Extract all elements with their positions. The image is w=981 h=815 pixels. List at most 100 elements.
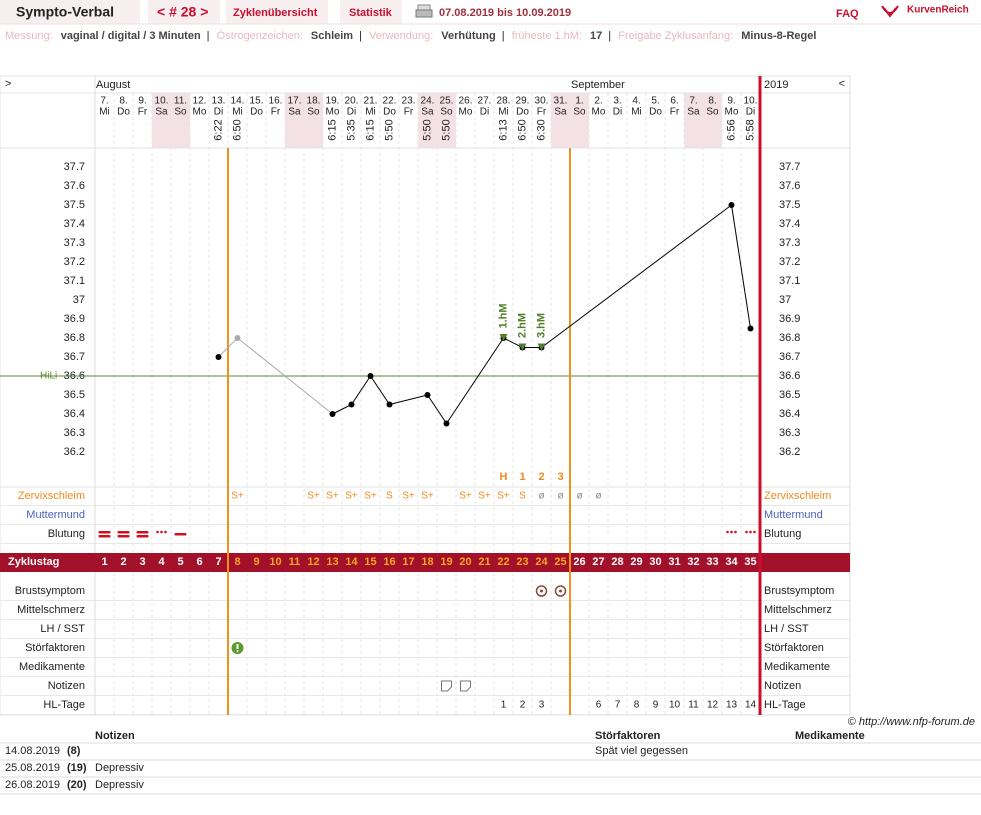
- separator: |: [359, 30, 362, 42]
- breast-icon: [554, 585, 567, 597]
- day-date: 7.: [689, 96, 697, 107]
- mucus-symbol: S+: [497, 491, 510, 502]
- tab-box[interactable]: [226, 0, 328, 24]
- year: 2019: [764, 79, 788, 91]
- logo-text[interactable]: KurvenReich: [907, 5, 969, 16]
- y-tick-label: 37: [779, 294, 791, 306]
- temp-segment: [503, 337, 523, 348]
- mucus-symbol: S+: [364, 491, 377, 502]
- hl-day: 13: [726, 700, 738, 711]
- day-date: 2.: [594, 96, 602, 107]
- temp-segment: [427, 394, 447, 424]
- cycle-day: 5: [177, 556, 183, 568]
- cycle-day: 28: [611, 556, 623, 568]
- day-date: 23.: [402, 96, 416, 107]
- y-tick-label: 36.9: [64, 313, 85, 325]
- nav-forward[interactable]: <: [839, 78, 845, 90]
- tab[interactable]: Statistik: [349, 7, 393, 19]
- print-icon[interactable]: [415, 4, 433, 18]
- y-tick-label: 36.8: [779, 332, 800, 344]
- measure-time: 6:15: [326, 119, 338, 140]
- weekday: Mo: [193, 107, 207, 118]
- temp-point: [348, 401, 355, 408]
- day-date: 10.: [155, 96, 169, 107]
- y-tick-label: 37.4: [779, 218, 800, 230]
- weekday: Do: [117, 107, 130, 118]
- row-label: Blutung: [48, 528, 85, 540]
- note-icon: [441, 680, 452, 692]
- logo-icon: [881, 5, 899, 18]
- y-tick-label: 36.5: [64, 389, 85, 401]
- info-label: Verwendung:: [369, 30, 433, 42]
- weekend-shade: [418, 93, 437, 148]
- temp-segment: [731, 204, 751, 329]
- measure-time: 5:35: [345, 119, 357, 140]
- separator: |: [207, 30, 210, 42]
- tab-box[interactable]: [340, 0, 402, 24]
- cycle-day: 26: [573, 556, 585, 568]
- weekday: Mi: [631, 107, 642, 118]
- cycle-day: 4: [158, 556, 165, 568]
- day-date: 12.: [193, 96, 207, 107]
- measure-time: 5:50: [421, 119, 433, 140]
- hl-day: 10: [669, 700, 681, 711]
- temp-point: [234, 335, 241, 341]
- mucus-symbol: S+: [231, 491, 244, 502]
- y-tick-label: 36.5: [779, 389, 800, 401]
- cycle-day: 23: [516, 556, 528, 568]
- weekday: Fr: [537, 107, 547, 118]
- cycle-day: 14: [345, 556, 358, 568]
- table-header: Notizen: [95, 730, 135, 742]
- y-tick-label: 36.9: [779, 313, 800, 325]
- row-label: Mittelschmerz: [764, 604, 832, 616]
- mucus-symbol: S: [386, 491, 393, 502]
- hl-day: 7: [615, 700, 621, 711]
- y-tick-label: 36.2: [64, 446, 85, 458]
- hl-day: 2: [520, 700, 526, 711]
- hl-day: 12: [707, 700, 719, 711]
- nav-box[interactable]: [148, 0, 220, 24]
- period: 07.08.2019 bis 10.09.2019: [439, 7, 571, 19]
- cycle-day: 31: [668, 556, 680, 568]
- weekend-shade: [570, 93, 589, 148]
- weekday: Do: [649, 107, 662, 118]
- hm-triangle: [518, 343, 527, 351]
- bleeding-dot: [745, 530, 748, 534]
- y-tick-label: 36.3: [64, 427, 85, 439]
- weekday: Do: [383, 107, 396, 118]
- bleeding-dot: [160, 530, 163, 534]
- tab[interactable]: Zyklenübersicht: [233, 7, 318, 19]
- nav-back[interactable]: >: [5, 78, 11, 90]
- mucus-symbol: S+: [326, 491, 339, 502]
- separator: |: [608, 30, 611, 42]
- row-label: Muttermund: [26, 509, 85, 521]
- cycle-day: 24: [535, 556, 548, 568]
- y-tick-label: 37.2: [779, 256, 800, 268]
- mucus-symbol: S+: [478, 491, 491, 502]
- hm-triangle: [537, 343, 546, 351]
- weekday: Sa: [687, 107, 700, 118]
- info-value: Schleim: [311, 30, 353, 42]
- measure-time: 5:58: [744, 119, 756, 140]
- day-date: 29.: [516, 96, 530, 107]
- y-tick-label: 37.1: [64, 275, 85, 287]
- day-date: 18.: [307, 96, 321, 107]
- weekday: Di: [613, 107, 622, 118]
- bleeding-dot: [749, 530, 752, 534]
- weekend-shade: [304, 93, 323, 148]
- weekday: Sa: [155, 107, 168, 118]
- day-date: 28.: [497, 96, 511, 107]
- day-date: 8.: [119, 96, 127, 107]
- measure-time: 6:30: [535, 119, 547, 140]
- cycle-day: 32: [687, 556, 699, 568]
- cycle-day: 3: [139, 556, 145, 568]
- cycle-nav[interactable]: < # 28 >: [157, 4, 208, 20]
- day-date: 8.: [708, 96, 716, 107]
- cycle-day: 27: [592, 556, 604, 568]
- row-label: Medikamente: [764, 661, 830, 673]
- mucus-symbol: ø: [538, 491, 544, 502]
- faq-link[interactable]: FAQ: [836, 8, 859, 20]
- app-title: Sympto-Verbal: [16, 4, 114, 20]
- y-tick-label: 37: [73, 294, 85, 306]
- weekday: Di: [347, 107, 356, 118]
